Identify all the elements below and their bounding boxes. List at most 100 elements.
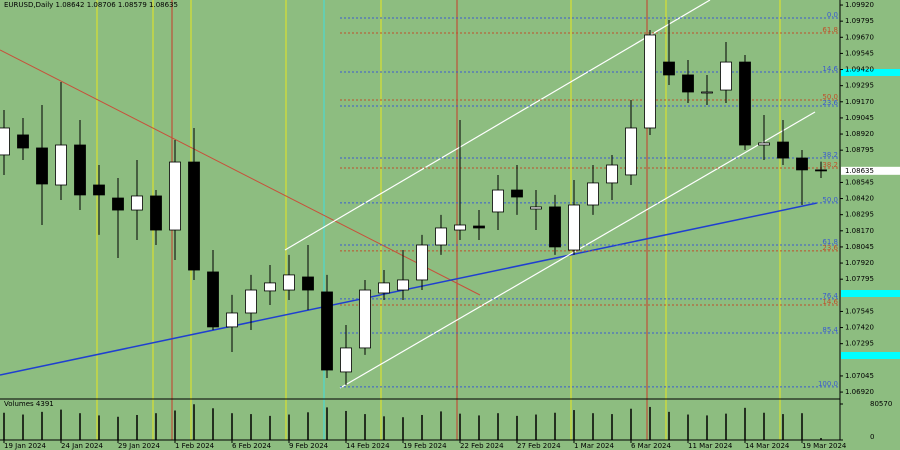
candle-body [226,312,238,328]
level-label: 14.6 [822,298,838,306]
candle-body [625,127,637,176]
candle-body [112,197,124,211]
trend-line [0,49,481,296]
candle-body [701,91,713,94]
level-label: 61.8 [822,26,838,34]
level-label: 38.2 [822,151,838,159]
y-tick-label: 1.09795 [845,17,874,25]
candle-body [131,195,143,211]
y-tick-label: 1.09545 [845,49,874,57]
y-tick-label: 1.07295 [845,340,874,348]
x-tick-label: 19 Jan 2024 [4,442,47,450]
x-tick-label: 24 Jan 2024 [61,442,104,450]
y-tick-label: 1.09420 [845,66,874,74]
y-tick-label: 1.07545 [845,307,874,315]
candle-body [473,225,485,229]
x-tick-label: 19 Mar 2024 [802,442,847,450]
y-tick-label: 1.07920 [845,259,874,267]
candle-body [245,289,257,314]
x-tick-label: 11 Mar 2024 [688,442,733,450]
candle-body [397,279,409,291]
level-marker [841,352,900,359]
candle-body [549,206,561,248]
candle-body [302,276,314,291]
candle-body [188,161,200,271]
level-marker [841,69,900,76]
x-tick-label: 19 Feb 2024 [403,442,447,450]
candle-body [378,282,390,294]
candle-body [416,244,428,281]
y-tick-label: 1.07045 [845,372,874,380]
y-tick-label: 1.09045 [845,114,874,122]
level-label: 50.0 [822,93,838,101]
y-tick-label: 1.09920 [845,1,874,9]
candle-body [340,347,352,373]
candle-body [264,282,276,292]
y-tick-label: 1.07795 [845,275,874,283]
x-tick-label: 1 Feb 2024 [175,442,215,450]
y-tick-label: 1.08545 [845,178,874,186]
level-label: 23.6 [822,99,838,107]
y-tick-label: 1.06920 [845,388,874,396]
volume-title: Volumes 4391 [4,400,54,408]
candle-body [796,157,808,171]
candle-body [530,206,542,210]
candle-body [435,227,447,246]
candle-body [682,74,694,93]
x-tick-label: 27 Feb 2024 [517,442,561,450]
y-tick-label: 1.08920 [845,130,874,138]
candle-body [644,34,656,129]
candle-body [74,144,86,196]
candle-body [815,169,827,172]
candle-body [777,141,789,159]
level-label: 76.4 [822,292,838,300]
channel-line [284,0,711,251]
y-tick-label: 1.08420 [845,195,874,203]
x-tick-label: 9 Feb 2024 [289,442,329,450]
y-tick-label: 1.08295 [845,211,874,219]
y-tick-label: 1.08170 [845,227,874,235]
candle-body [283,274,295,291]
level-label: 14.6 [822,65,838,73]
y-tick-label: 1.08045 [845,243,874,251]
candle-body [93,184,105,196]
x-tick-label: 1 Mar 2024 [574,442,614,450]
candle-body [17,134,29,149]
candle-body [150,195,162,231]
level-label: 23.6 [822,244,838,252]
level-label: 100.0 [818,380,838,388]
y-tick-label: 1.08795 [845,146,874,154]
level-marker [841,290,900,297]
y-tick-label: 1.07420 [845,324,874,332]
x-tick-label: 6 Mar 2024 [631,442,671,450]
level-label: 0.0 [827,11,838,19]
price-box [841,166,900,175]
candle-body [758,142,770,146]
candle-body [359,289,371,349]
candle-body [568,204,580,251]
candle-body [55,144,67,186]
candle-body [739,61,751,146]
level-label: 61.8 [822,238,838,246]
candle-body [321,291,333,371]
candle-body [36,147,48,185]
x-tick-label: 29 Jan 2024 [118,442,161,450]
level-label: 50.0 [822,196,838,204]
x-tick-label: 6 Feb 2024 [232,442,272,450]
level-label: 38.2 [822,161,838,169]
candle-body [0,127,10,156]
y-tick-label: 1.09295 [845,82,874,90]
candle-body [207,271,219,328]
candle-body [606,164,618,184]
volume-tick-label: 80570 [870,400,892,408]
candle-body [720,61,732,91]
chart-title: EURUSD,Daily 1.08642 1.08706 1.08579 1.0… [4,1,178,9]
y-tick-label: 1.09170 [845,98,874,106]
candle-body [663,61,675,76]
price-label: 1.08635 [845,167,874,175]
x-tick-label: 14 Feb 2024 [346,442,390,450]
x-tick-label: 22 Feb 2024 [460,442,504,450]
candle-body [169,161,181,231]
